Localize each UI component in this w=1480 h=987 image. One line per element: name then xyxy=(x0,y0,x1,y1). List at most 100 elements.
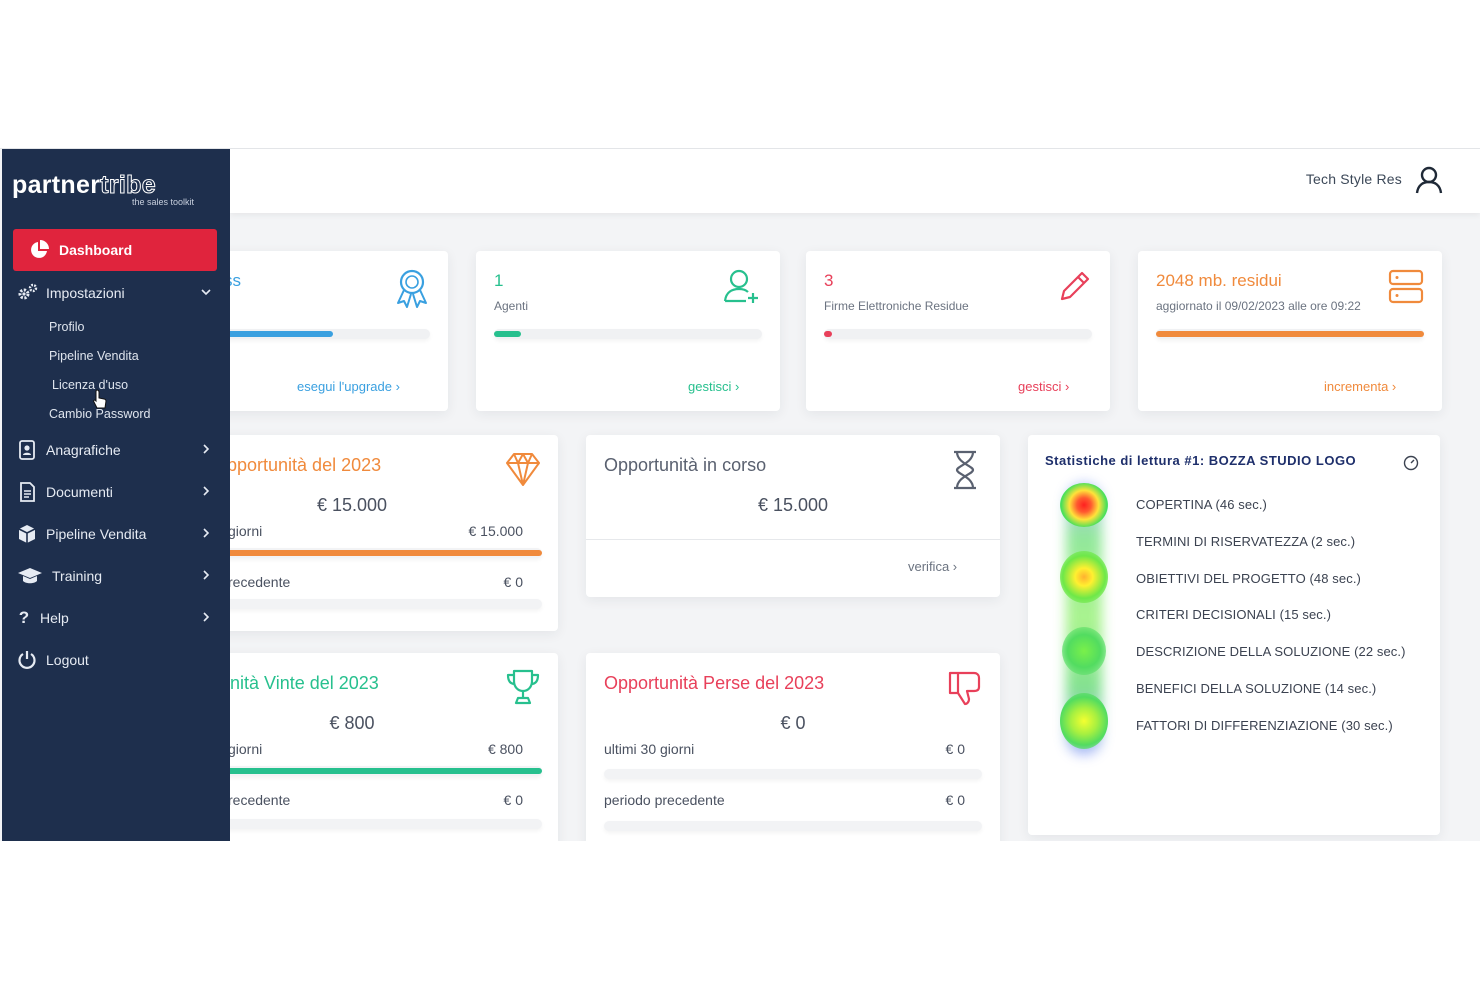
sidebar-item-dashboard[interactable]: Dashboard xyxy=(13,229,217,271)
storage-label: aggiornato il 09/02/2023 alle ore 09:22 xyxy=(1156,299,1361,313)
sidebar-item-label: Training xyxy=(52,568,103,584)
sidebar-item-label: Pipeline Vendita xyxy=(46,526,147,542)
chevron-down-icon xyxy=(201,289,211,296)
speedometer-icon[interactable] xyxy=(1403,455,1419,476)
opp-won-row2-value: € 0 xyxy=(503,792,523,808)
opp-won-row1-value: € 800 xyxy=(487,741,523,757)
heatmap xyxy=(1052,483,1122,763)
chevron-right-icon xyxy=(203,444,210,454)
divider xyxy=(586,539,1000,540)
opp-total-previous-bar xyxy=(220,599,542,609)
heatmap-spot-2 xyxy=(1060,551,1108,603)
user-icon[interactable] xyxy=(1414,165,1444,195)
opp-lost-row1-label: ultimi 30 giorni xyxy=(604,741,695,757)
opp-total-row1-label: giorni xyxy=(228,523,263,539)
opp-current-title: Opportunità in corso xyxy=(604,455,767,475)
app-window: Tech Style Res ss esegui l'upgrade › 1 A… xyxy=(0,148,1480,841)
sidebar-item-anagrafiche[interactable]: Anagrafiche xyxy=(16,438,216,462)
stat-item: CRITERI DECISIONALI (15 sec.) xyxy=(1136,607,1332,622)
verify-link[interactable]: verifica › xyxy=(908,559,958,574)
opp-total-row2-value: € 0 xyxy=(503,574,523,590)
chevron-right-icon xyxy=(203,528,210,538)
opp-total-progress xyxy=(220,548,542,558)
opp-total-card: pportunità del 2023 € 15.000 giorni € 15… xyxy=(200,435,558,631)
opp-lost-card: Opportunità Perse del 2023 € 0 ultimi 30… xyxy=(586,653,1000,841)
server-icon xyxy=(1388,269,1424,310)
sidebar-item-pipeline-vendita[interactable]: Pipeline Vendita xyxy=(16,522,216,546)
agents-manage-link[interactable]: gestisci › xyxy=(688,379,740,394)
opp-lost-amount: € 0 xyxy=(780,713,806,733)
signatures-progress-fill xyxy=(824,331,833,337)
storage-progress xyxy=(1156,329,1424,339)
opp-total-progress-fill xyxy=(220,550,542,556)
opp-won-card: nità Vinte del 2023 € 800 giorni € 800 r… xyxy=(200,653,558,841)
opp-won-progress-fill xyxy=(220,768,542,774)
sidebar-item-logout[interactable]: Logout xyxy=(16,648,216,672)
signatures-manage-link[interactable]: gestisci › xyxy=(1018,379,1070,394)
chevron-right-icon xyxy=(203,570,210,580)
opp-won-progress xyxy=(220,766,542,776)
stat-item: BENEFICI DELLA SOLUZIONE (14 sec.) xyxy=(1136,681,1377,696)
license-card: ss esegui l'upgrade › xyxy=(200,251,448,411)
hourglass-icon xyxy=(950,449,980,496)
agents-card: 1 Agenti gestisci › xyxy=(476,251,780,411)
sidebar-item-help[interactable]: ? Help xyxy=(16,606,216,630)
cube-icon xyxy=(16,523,38,545)
submenu-item-licenza[interactable]: Licenza d'uso xyxy=(52,378,129,392)
stat-item: TERMINI DI RISERVATEZZA (2 sec.) xyxy=(1136,534,1356,549)
opp-lost-title: Opportunità Perse del 2023 xyxy=(604,673,825,693)
opp-total-row1-value: € 15.000 xyxy=(468,523,524,539)
gears-icon xyxy=(16,282,38,304)
sidebar-item-training[interactable]: Training xyxy=(16,564,216,588)
sidebar-item-documenti[interactable]: Documenti xyxy=(16,480,216,504)
top-bar: Tech Style Res xyxy=(230,149,1480,213)
contact-book-icon xyxy=(16,439,38,461)
chevron-right-icon xyxy=(203,486,210,496)
storage-increment-link[interactable]: incrementa › xyxy=(1324,379,1397,394)
license-progress-fill xyxy=(200,331,334,337)
sidebar-item-label: Impostazioni xyxy=(46,285,125,301)
sidebar-item-label: Help xyxy=(40,610,69,626)
opp-won-row2-label: recedente xyxy=(228,792,291,808)
sidebar-item-label: Dashboard xyxy=(59,242,133,258)
logo-main-text: partner xyxy=(12,171,101,199)
agents-progress xyxy=(494,329,762,339)
mouse-cursor-icon xyxy=(93,389,107,414)
storage-progress-fill xyxy=(1156,331,1424,337)
opp-won-row1-label: giorni xyxy=(228,741,263,757)
stat-item: FATTORI DI DIFFERENZIAZIONE (30 sec.) xyxy=(1136,718,1393,733)
heatmap-spot-4 xyxy=(1060,693,1108,749)
question-icon: ? xyxy=(18,608,30,627)
opp-lost-row2-value: € 0 xyxy=(945,792,965,808)
submenu-item-profilo[interactable]: Profilo xyxy=(49,320,85,334)
agents-progress-fill xyxy=(494,331,521,337)
stat-item: COPERTINA (46 sec.) xyxy=(1136,497,1267,512)
reading-stats-title: Statistiche di lettura #1: BOZZA STUDIO … xyxy=(1045,453,1357,468)
document-icon xyxy=(16,481,38,503)
submenu-item-cambio-password[interactable]: Cambio Password xyxy=(49,407,151,421)
opp-lost-previous-bar xyxy=(604,821,982,831)
add-user-icon xyxy=(722,267,762,312)
agents-label: Agenti xyxy=(494,299,529,313)
signatures-progress xyxy=(824,329,1092,339)
chevron-right-icon xyxy=(203,612,210,622)
opp-current-amount: € 15.000 xyxy=(757,495,829,515)
logo-tagline: the sales toolkit xyxy=(132,197,195,207)
opp-lost-row1-value: € 0 xyxy=(945,741,965,757)
opp-won-previous-bar xyxy=(220,819,542,829)
power-icon xyxy=(16,649,38,671)
opp-total-amount: € 15.000 xyxy=(316,495,388,515)
sidebar-item-label: Logout xyxy=(46,652,89,668)
logo[interactable]: partnertribe the sales toolkit xyxy=(12,171,212,208)
submenu-item-pipeline-vendita[interactable]: Pipeline Vendita xyxy=(49,349,139,363)
pie-chart-icon xyxy=(31,240,49,258)
opp-lost-progress xyxy=(604,769,982,779)
user-name[interactable]: Tech Style Res xyxy=(1305,171,1402,187)
signatures-value: 3 xyxy=(824,271,834,290)
sidebar-item-impostazioni[interactable]: Impostazioni xyxy=(16,281,216,305)
thumbs-down-icon xyxy=(944,667,984,712)
reading-stats-card: Statistiche di lettura #1: BOZZA STUDIO … xyxy=(1028,435,1440,835)
opp-total-title: pportunità del 2023 xyxy=(227,455,382,475)
trophy-icon xyxy=(503,667,543,712)
upgrade-link[interactable]: esegui l'upgrade › xyxy=(297,379,400,394)
